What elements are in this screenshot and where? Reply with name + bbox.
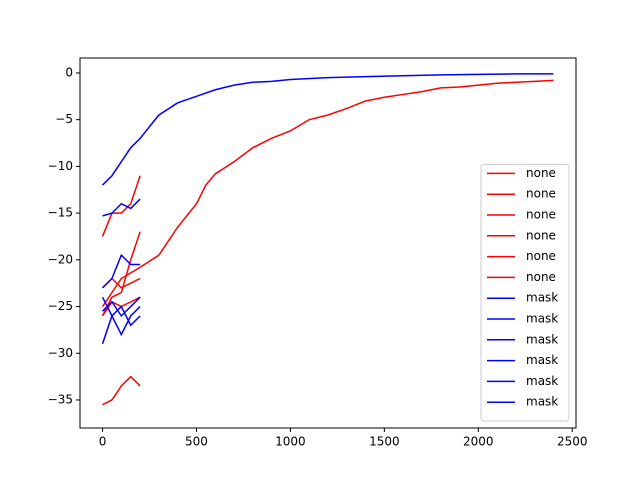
line (102, 253, 141, 289)
line (101, 296, 141, 327)
line (102, 198, 141, 217)
x-tick-label: 2000 (463, 435, 494, 449)
y-tick-label: 0 (65, 65, 73, 79)
y-tick-label: −15 (48, 206, 73, 220)
x-tick-label: 500 (185, 435, 208, 449)
legend-label: none (526, 270, 556, 284)
line (102, 296, 141, 318)
y-tick-label: −10 (48, 159, 73, 173)
y-tick-label: −25 (48, 299, 73, 313)
legend-label: mask (526, 312, 558, 326)
y-tick-label: −30 (48, 346, 73, 360)
legend-label: none (526, 187, 556, 201)
line (101, 306, 141, 345)
y-tick-label: −20 (48, 252, 73, 266)
legend-label: mask (526, 374, 558, 388)
x-tick-label: 2500 (557, 435, 588, 449)
y-tick-label: −5 (55, 112, 73, 126)
legend-label: mask (526, 332, 558, 346)
x-tick-label: 1000 (275, 435, 306, 449)
x-tick-label: 1500 (369, 435, 400, 449)
legend-label: mask (526, 353, 558, 367)
line (102, 375, 141, 406)
x-tick-label: 0 (99, 435, 107, 449)
legend-label: none (526, 228, 556, 242)
legend-label: mask (526, 395, 558, 409)
line (101, 231, 141, 317)
legend-label: mask (526, 291, 558, 305)
legend-label: none (526, 208, 556, 222)
legend-label: none (526, 166, 556, 180)
y-tick-label: −35 (48, 392, 73, 406)
legend-label: none (526, 249, 556, 263)
line (101, 79, 554, 307)
legend-box (480, 163, 570, 422)
line (101, 175, 141, 237)
line (102, 73, 554, 186)
plot-frame (79, 57, 577, 429)
